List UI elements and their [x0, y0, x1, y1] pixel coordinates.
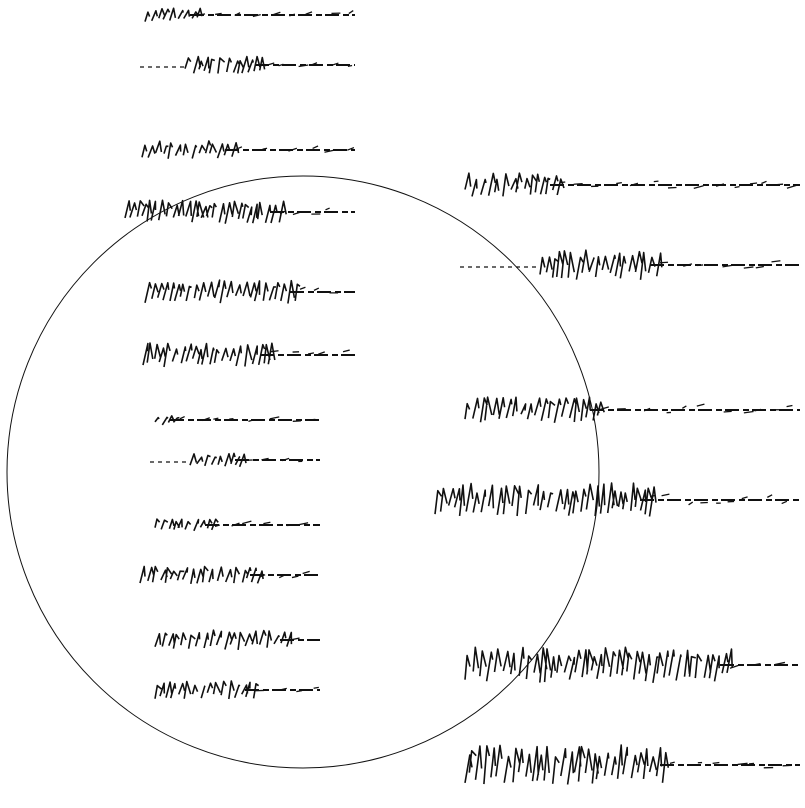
- trace-fleck: [314, 687, 319, 688]
- trace-cluster: [155, 681, 259, 699]
- trace-fleck: [744, 411, 754, 412]
- trace-fleck: [242, 521, 251, 524]
- trace-fleck: [735, 187, 740, 188]
- trace-fleck: [326, 208, 330, 210]
- trace-fleck: [756, 267, 764, 268]
- trace-fleck: [293, 212, 301, 214]
- trace-fleck: [318, 352, 325, 354]
- trace-cluster: [143, 343, 275, 367]
- trace-fleck: [263, 148, 267, 149]
- trace-cluster: [465, 173, 564, 196]
- trace-fleck: [744, 267, 754, 268]
- trace-fleck: [263, 522, 270, 523]
- page: (() => { const data = JSON.parse(documen…: [0, 0, 805, 808]
- trace-fleck: [248, 420, 253, 422]
- trace-cluster: [155, 630, 291, 650]
- trace-cluster: [145, 8, 202, 21]
- trace-fleck: [724, 411, 732, 412]
- circle-outline: [7, 176, 599, 768]
- trace-cluster: [140, 567, 263, 584]
- trace-cluster: [465, 647, 732, 683]
- trace-fleck: [654, 181, 659, 182]
- trace-fleck: [742, 497, 748, 499]
- traces: [125, 8, 800, 784]
- trace-fleck: [750, 183, 757, 184]
- trace-cluster: [142, 141, 239, 159]
- trace-fleck: [313, 146, 318, 148]
- trace-fleck: [670, 762, 675, 763]
- trace-fleck: [180, 417, 185, 419]
- trace-fleck: [694, 186, 704, 189]
- trace-fleck: [292, 576, 298, 577]
- trace-cluster: [145, 280, 300, 303]
- trace-cluster: [190, 453, 246, 466]
- trace-fleck: [300, 287, 305, 289]
- trace-fleck: [782, 501, 787, 503]
- trace-fleck: [308, 353, 314, 354]
- trace-fleck: [650, 496, 655, 497]
- trace-fleck: [296, 691, 302, 692]
- trace-cluster: [465, 397, 604, 423]
- trace-cluster: [540, 250, 662, 280]
- trace-cluster: [465, 745, 668, 784]
- trace-fleck: [682, 406, 686, 408]
- trace-fleck: [349, 11, 353, 14]
- trace-fleck: [713, 763, 720, 764]
- trace-fleck: [662, 494, 670, 496]
- trace-fleck: [574, 184, 583, 185]
- trace-fleck: [303, 571, 310, 573]
- trace-fleck: [771, 261, 780, 262]
- trace-fleck: [697, 404, 705, 406]
- trace-cluster: [185, 57, 265, 74]
- trace-fleck: [787, 406, 793, 407]
- trace-fleck: [270, 417, 280, 419]
- trace-fleck: [616, 183, 622, 184]
- trace-fleck: [689, 502, 693, 505]
- trace-fleck: [761, 181, 766, 183]
- trace-cluster: [435, 483, 656, 516]
- trace-fleck: [767, 495, 772, 498]
- trace-fleck: [306, 12, 312, 14]
- trace-fleck: [348, 65, 352, 66]
- trace-fleck: [697, 265, 703, 266]
- trace-fleck: [343, 350, 350, 352]
- trace-fleck: [774, 184, 783, 185]
- trace-cluster: [155, 519, 218, 531]
- figure: [0, 0, 805, 808]
- trace-fleck: [314, 288, 319, 290]
- trace-cluster: [155, 416, 179, 425]
- trace-fleck: [560, 182, 565, 183]
- trace-fleck: [600, 407, 609, 410]
- trace-cluster: [125, 200, 286, 223]
